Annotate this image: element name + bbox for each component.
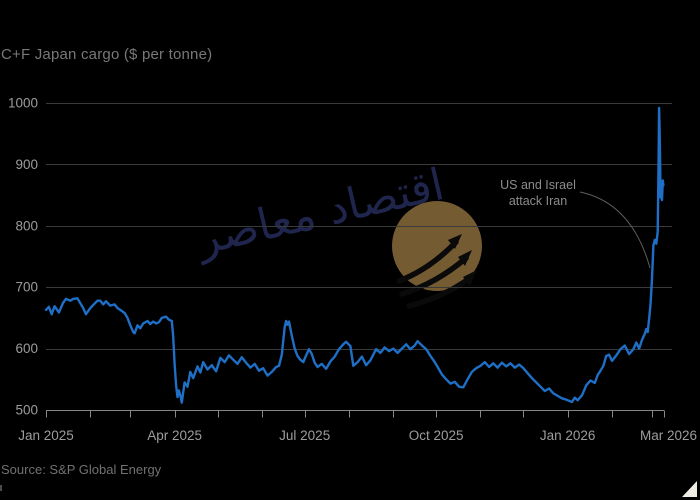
annotation-pointer-curve xyxy=(579,191,651,269)
watermark-arrowheads xyxy=(448,234,477,286)
y-axis-labels: 1000 900 800 700 600 500 xyxy=(8,96,38,418)
bottom-left-artifact xyxy=(0,485,2,491)
y-tick-label-700: 700 xyxy=(15,280,38,295)
x-tick-label: Mar 2026 xyxy=(640,428,697,443)
x-tick-label: Jul 2025 xyxy=(279,428,330,443)
x-axis xyxy=(46,410,665,418)
x-tick-label: Jan 2025 xyxy=(18,428,74,443)
annotation-label: US and Israel attack Iran xyxy=(467,178,609,209)
chart-title: C+F Japan cargo ($ per tonne) xyxy=(1,46,213,63)
watermark-arrows xyxy=(396,239,473,309)
y-tick-label-1000: 1000 xyxy=(8,96,38,111)
annotation-line-2: attack Iran xyxy=(508,193,568,208)
y-tick-label-500: 500 xyxy=(15,403,38,418)
corner-resize-triangle xyxy=(682,481,697,497)
y-tick-label-600: 600 xyxy=(15,341,38,356)
y-tick-label-900: 900 xyxy=(15,157,38,172)
x-tick-label: Oct 2025 xyxy=(409,428,464,443)
price-line-series xyxy=(44,106,665,404)
gridlines xyxy=(46,103,672,411)
annotation-line-1: US and Israel xyxy=(500,178,576,192)
x-axis-labels: Jan 2025 Apr 2025 Jul 2025 Oct 2025 Jan 2026… xyxy=(18,428,697,443)
x-tick-label: Jan 2026 xyxy=(540,428,596,443)
y-tick-label-800: 800 xyxy=(15,218,38,233)
source-label: Source: S&P Global Energy xyxy=(1,462,162,477)
watermark-gold-circle xyxy=(392,201,482,291)
x-tick-label: Apr 2025 xyxy=(147,428,202,443)
watermark-logo xyxy=(392,201,482,309)
